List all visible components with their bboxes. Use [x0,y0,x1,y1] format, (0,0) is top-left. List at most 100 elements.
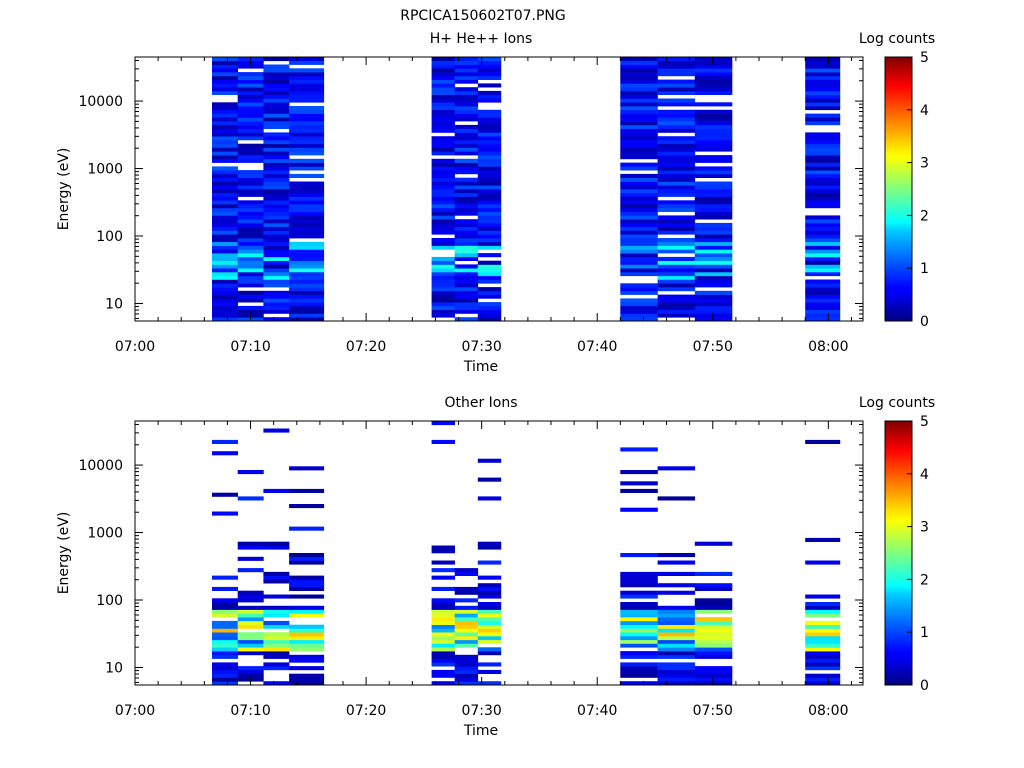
heatmap-cell [454,666,479,671]
heatmap-cell [657,309,696,314]
heatmap-cell [237,598,264,603]
y-tick-label: 10 [105,296,123,312]
heatmap-cell [694,636,733,641]
heatmap-cell [454,673,479,678]
heatmap-cell [620,583,658,588]
heatmap-cell [477,583,502,588]
heatmap-cell [805,143,841,148]
heatmap-cell [694,294,733,299]
heatmap-cell [620,185,658,190]
heatmap-cell [212,511,238,516]
heatmap-cell [454,654,479,659]
heatmap-cell [289,109,325,114]
heatmap-cell [620,253,658,258]
heatmap-cell [263,636,290,641]
colorbar-tick-label: 0 [920,678,929,694]
heatmap-cell [694,302,733,307]
heatmap-cell [657,192,696,197]
heatmap-cell [454,72,479,77]
heatmap-cell [289,117,325,122]
heatmap-cell [263,117,290,122]
y-tick-label: 10000 [78,458,123,474]
heatmap-cell [212,215,238,220]
heatmap-cell [263,279,290,284]
heatmap-cell [212,124,238,129]
heatmap-cell [657,673,696,678]
heatmap-cell [620,147,658,152]
heatmap-cell [454,283,479,288]
heatmap-cell [212,643,238,648]
heatmap-cell [657,496,696,501]
heatmap-cell [454,87,479,92]
heatmap-cell [657,64,696,69]
heatmap-cell [657,666,696,671]
heatmap-cell [289,75,325,80]
heatmap-cell [657,609,696,614]
heatmap-cell [263,87,290,92]
heatmap-cell [263,132,290,137]
heatmap-cell [620,628,658,633]
heatmap-cell [620,302,658,307]
heatmap-cell [454,249,479,254]
heatmap-cell [694,121,733,126]
heatmap-cell [237,151,264,156]
heatmap-cell [694,260,733,265]
heatmap-cell [263,654,290,659]
heatmap-cell [431,185,455,190]
heatmap-cell [620,219,658,224]
heatmap-cell [237,94,264,99]
heatmap-cell [431,264,455,269]
colorbar-gradient [884,56,913,322]
heatmap-cell [212,173,238,178]
heatmap-cell [805,260,841,265]
heatmap-cell [431,439,455,444]
heatmap-cell [431,173,455,178]
heatmap-cell [805,177,841,182]
heatmap-cell [431,245,455,250]
heatmap-cell [620,579,658,584]
heatmap-cell [212,147,238,152]
heatmap-cell [657,238,696,243]
heatmap-cell [431,238,455,243]
heatmap-cell [454,662,479,667]
heatmap-cell [289,279,325,284]
heatmap-cell [237,647,264,652]
heatmap-cell [454,189,479,194]
heatmap-cell [657,613,696,618]
heatmap-cell [694,155,733,160]
heatmap-cell [237,590,264,595]
heatmap-cell [657,313,696,318]
heatmap-cell [212,575,238,580]
heatmap-cell [805,222,841,227]
heatmap-cell [620,64,658,69]
heatmap-cell [694,249,733,254]
heatmap-cell [263,204,290,209]
heatmap-cell [620,222,658,227]
heatmap-cell [431,57,455,62]
heatmap-cell [657,230,696,235]
heatmap-cell [263,309,290,314]
heatmap-cell [237,256,264,261]
heatmap-cell [657,207,696,212]
heatmap-cell [694,268,733,273]
heatmap-cell [620,673,658,678]
heatmap-cell [289,249,325,254]
heatmap-cell [657,662,696,667]
heatmap-cell [805,106,841,111]
heatmap-cell [212,155,238,160]
heatmap-cell [212,211,238,216]
heatmap-cell [454,275,479,280]
panel-1: H+ He++ Ions 07:00 07:10 07:20 07:30 07:40 07:… [56,31,935,375]
heatmap-cell [805,90,841,95]
heatmap-cell [805,313,841,318]
heatmap-cell [212,275,238,280]
heatmap-cell [289,200,325,205]
heatmap-cell [657,639,696,644]
heatmap-cell [477,613,502,618]
heatmap-cell [263,275,290,280]
heatmap-cell [694,147,733,152]
heatmap-cell [477,60,502,65]
heatmap-cell [237,106,264,111]
heatmap-cell [657,151,696,156]
